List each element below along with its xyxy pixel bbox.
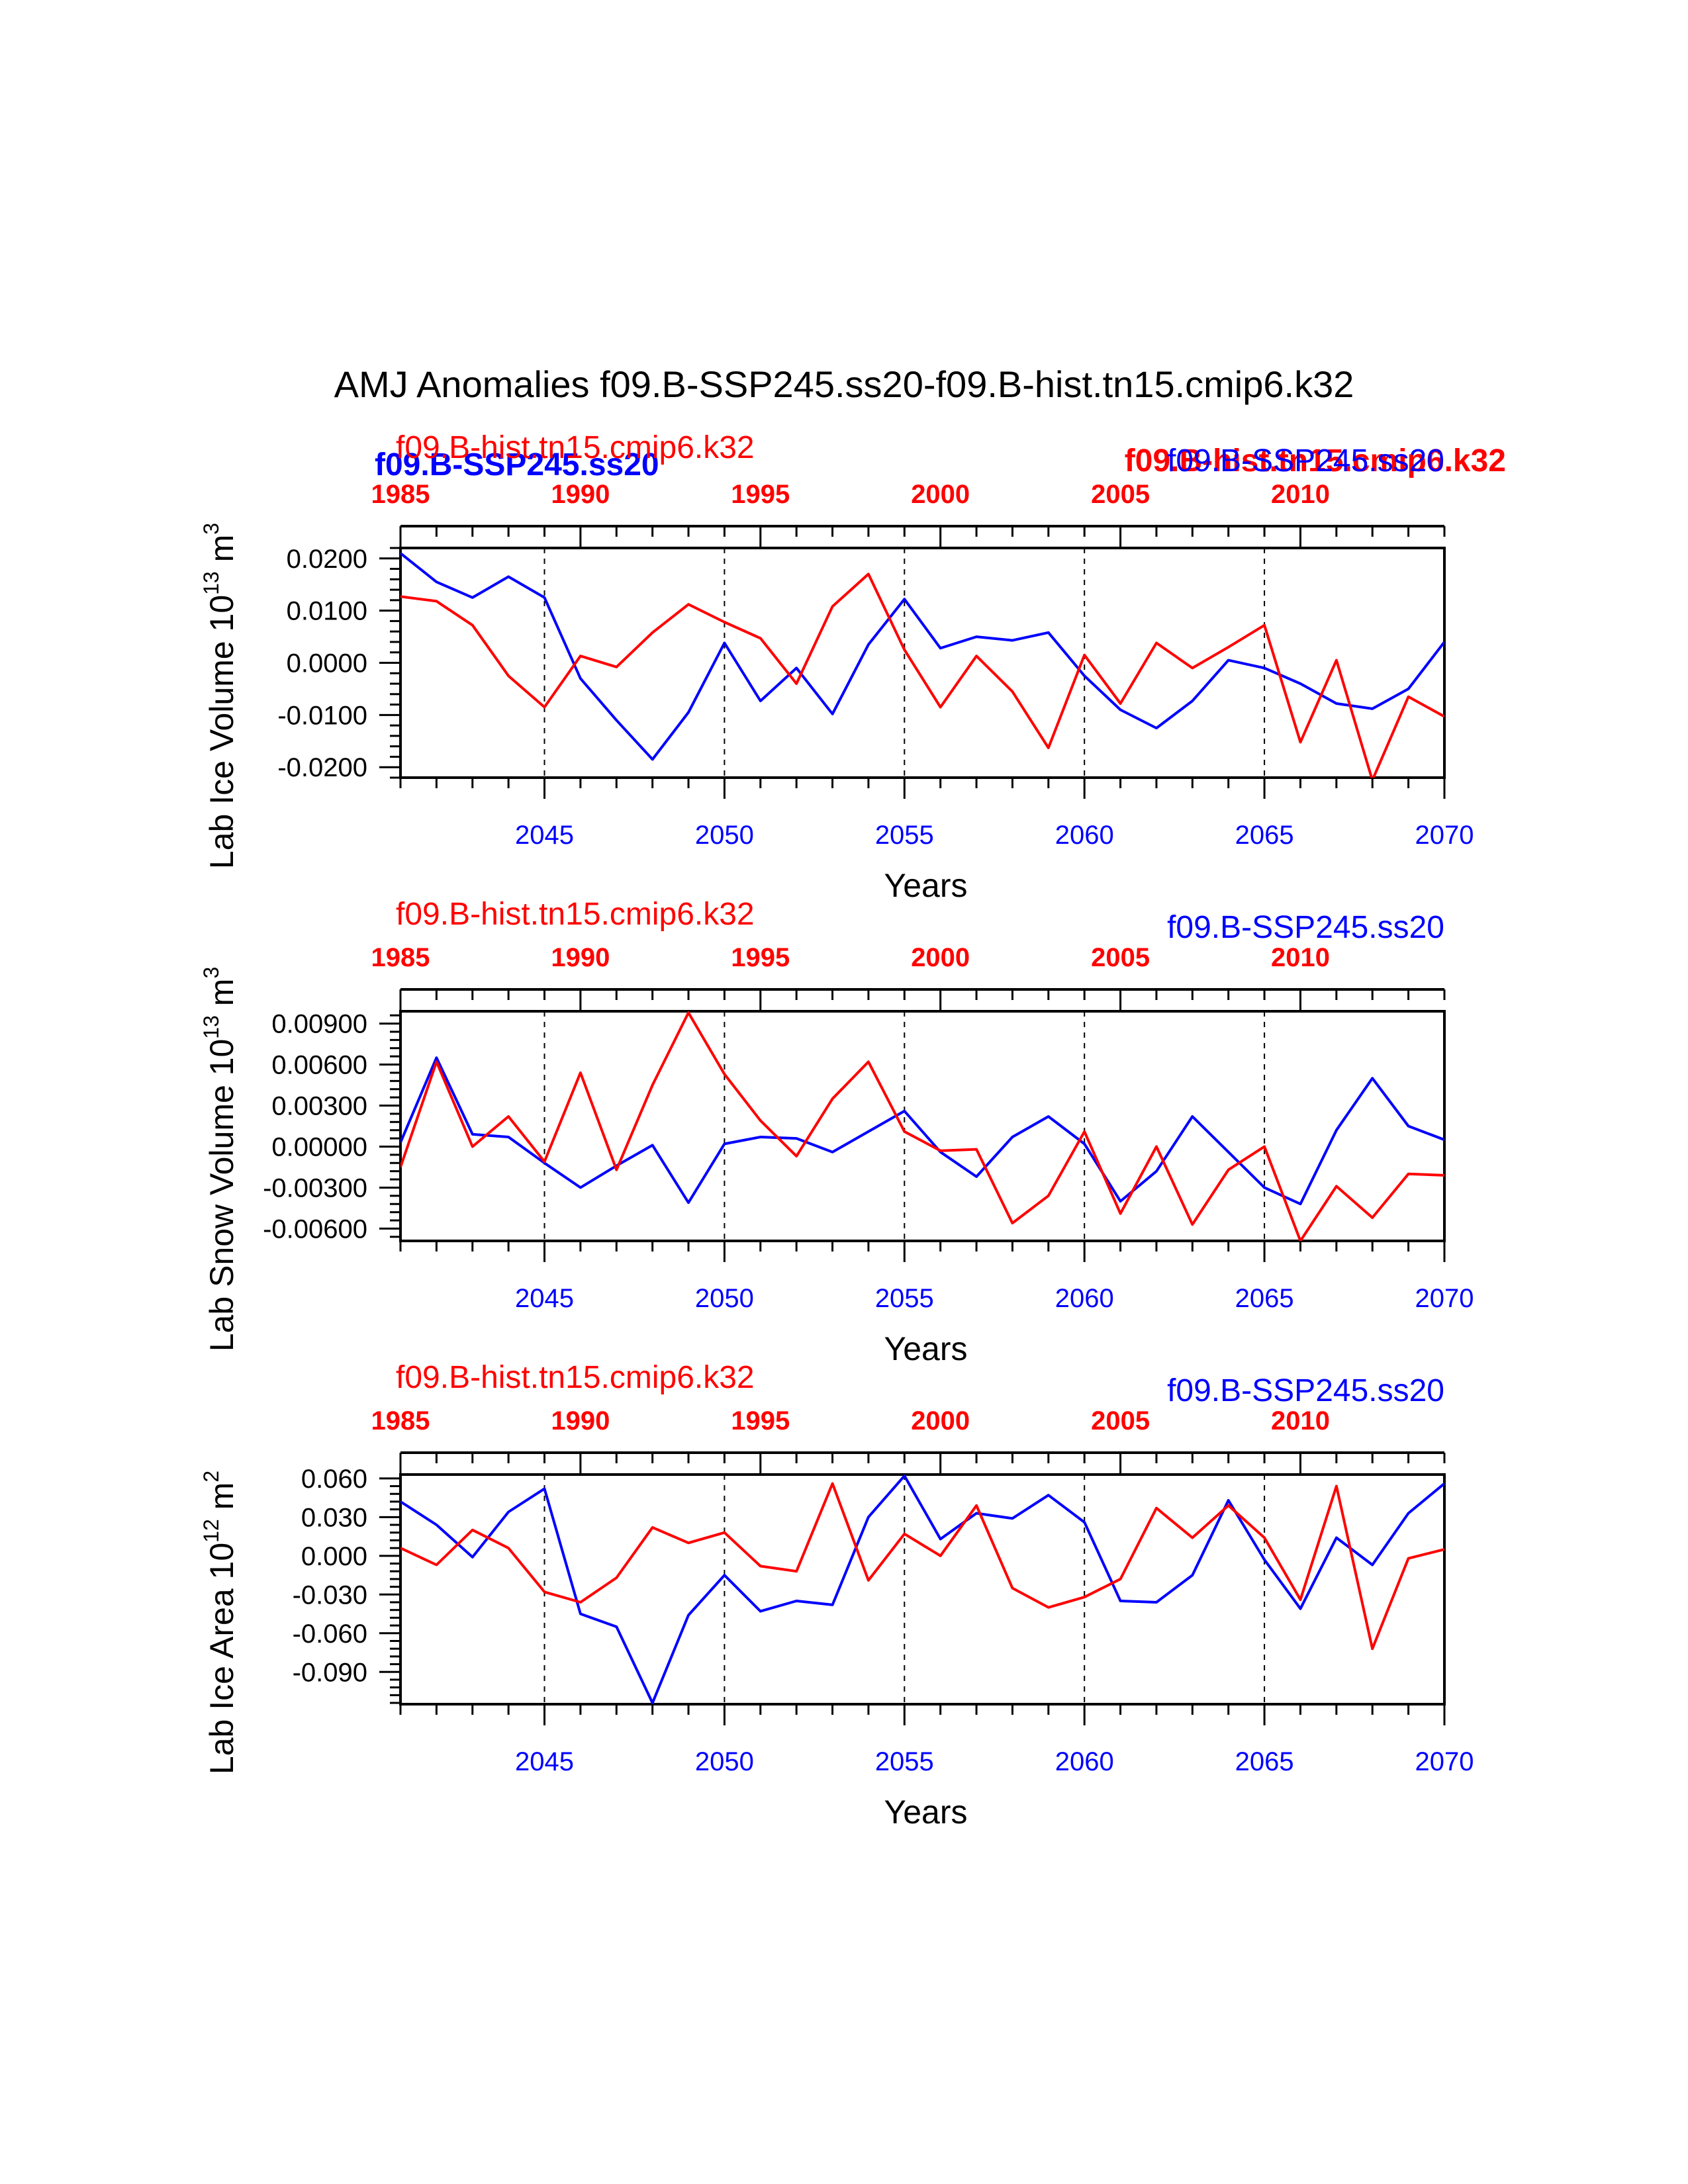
bottom-tick-label: 2055 xyxy=(875,821,934,850)
y-tick-label: -0.090 xyxy=(293,1658,367,1687)
legend-hist-label: f09.B-hist.tn15.cmip6.k32 xyxy=(396,897,755,932)
bottom-tick-label: 2045 xyxy=(515,1747,574,1776)
bottom-tick-label: 2050 xyxy=(695,821,754,850)
top-tick-label: 1990 xyxy=(551,943,610,972)
y-axis-title-unit: m xyxy=(203,979,240,1016)
y-axis-title-unit-exponent: 3 xyxy=(199,523,223,535)
bottom-tick-label: 2065 xyxy=(1235,821,1294,850)
y-tick-label: 0.060 xyxy=(301,1465,367,1494)
y-tick-label: -0.00600 xyxy=(263,1214,367,1244)
top-tick-label: 2005 xyxy=(1091,480,1150,509)
overlay-label-ssp: f09.B-SSP245.ss20 xyxy=(375,447,659,482)
y-axis-title: Lab Ice Volume 1013 m3 xyxy=(199,523,240,869)
top-tick-label: 2000 xyxy=(911,480,970,509)
bottom-tick-label: 2060 xyxy=(1055,1747,1114,1776)
y-tick-label: 0.030 xyxy=(301,1503,367,1532)
series-line-ssp xyxy=(400,1056,1444,1206)
y-tick-label: -0.060 xyxy=(293,1619,367,1649)
top-tick-label: 1985 xyxy=(371,480,430,509)
top-tick-label: 2010 xyxy=(1271,1406,1330,1435)
legend-ssp-label: f09.B-SSP245.ss20 xyxy=(1167,443,1444,478)
bottom-tick-label: 2070 xyxy=(1415,1747,1474,1776)
chart-panel-1: 1985 1990 1995 2000 2005 2010 2045 2050 2055 2060… xyxy=(199,430,1474,904)
bottom-tick-label: 2055 xyxy=(875,1747,934,1776)
y-axis-title-text: Lab Ice Area 10 xyxy=(203,1543,240,1774)
bottom-tick-label: 2065 xyxy=(1235,1747,1294,1776)
series-line-ssp xyxy=(400,552,1444,761)
x-axis-title: Years xyxy=(884,1794,967,1831)
y-tick-label: 0.000 xyxy=(301,1542,367,1571)
y-tick-label: 0.00900 xyxy=(271,1010,367,1039)
legend-ssp-label: f09.B-SSP245.ss20 xyxy=(1167,910,1444,945)
bottom-tick-label: 2050 xyxy=(695,1284,754,1313)
y-tick-label: 0.0100 xyxy=(287,597,367,626)
plot-frame xyxy=(399,547,1446,779)
bottom-tick-label: 2060 xyxy=(1055,1284,1114,1313)
series-line-hist xyxy=(400,1482,1444,1651)
series-line-hist xyxy=(400,572,1444,778)
y-axis-title-unit-exponent: 2 xyxy=(199,1471,223,1482)
y-axis-title: Lab Snow Volume 1013 m3 xyxy=(199,967,240,1352)
y-tick-label: 0.00000 xyxy=(271,1132,367,1161)
bottom-tick-label: 2045 xyxy=(515,1284,574,1313)
top-tick-label: 2005 xyxy=(1091,943,1150,972)
chart-panels: 1985 1990 1995 2000 2005 2010 2045 2050 2055 2060… xyxy=(199,430,1474,1831)
y-axis-title-exponent: 13 xyxy=(199,1015,223,1039)
y-axis-title: Lab Ice Area 1012 m2 xyxy=(199,1471,240,1774)
overlay-label-hist: f09.B-hist.tn15.cmip6.k32 xyxy=(1125,443,1506,478)
bottom-tick-label: 2060 xyxy=(1055,821,1114,850)
legend-hist-label: f09.B-hist.tn15.cmip6.k32 xyxy=(396,1360,755,1395)
top-tick-label: 1990 xyxy=(551,1406,610,1435)
plot-frame xyxy=(399,1473,1446,1706)
chart-panel-3: 1985 1990 1995 2000 2005 2010 2045 2050 2055 2060… xyxy=(199,1360,1474,1831)
y-axis-title-unit-exponent: 3 xyxy=(199,967,223,979)
top-tick-label: 2000 xyxy=(911,943,970,972)
y-tick-label: -0.030 xyxy=(293,1580,367,1610)
y-tick-label: -0.0200 xyxy=(277,753,367,782)
bottom-tick-label: 2065 xyxy=(1235,1284,1294,1313)
top-tick-label: 2010 xyxy=(1271,943,1330,972)
series-line-hist xyxy=(400,1011,1444,1241)
bottom-tick-label: 2050 xyxy=(695,1747,754,1776)
x-axis-title: Years xyxy=(884,867,967,904)
x-axis-title: Years xyxy=(884,1330,967,1367)
y-tick-label: -0.0100 xyxy=(277,701,367,730)
figure-title: AMJ Anomalies f09.B-SSP245.ss20-f09.B-hi… xyxy=(334,363,1354,405)
plot-frame xyxy=(399,1010,1446,1242)
legend-hist-label: f09.B-hist.tn15.cmip6.k32 xyxy=(396,430,755,465)
top-tick-label: 1990 xyxy=(551,480,610,509)
series-line-ssp xyxy=(400,1475,1444,1704)
top-tick-label: 1985 xyxy=(371,943,430,972)
top-tick-label: 1985 xyxy=(371,1406,430,1435)
y-tick-label: 0.0000 xyxy=(287,649,367,678)
y-axis-title-exponent: 12 xyxy=(199,1519,223,1543)
legend-ssp-label: f09.B-SSP245.ss20 xyxy=(1167,1373,1444,1408)
chart-panel-2: 1985 1990 1995 2000 2005 2010 2045 2050 2055 2060… xyxy=(199,897,1474,1367)
top-tick-label: 1995 xyxy=(731,480,790,509)
bottom-tick-label: 2055 xyxy=(875,1284,934,1313)
y-axis-title-exponent: 13 xyxy=(199,571,223,595)
y-axis-title-text: Lab Snow Volume 10 xyxy=(203,1039,240,1352)
top-tick-label: 2005 xyxy=(1091,1406,1150,1435)
y-tick-label: -0.00300 xyxy=(263,1173,367,1203)
y-tick-label: 0.0200 xyxy=(287,545,367,574)
bottom-tick-label: 2070 xyxy=(1415,821,1474,850)
y-tick-label: 0.00300 xyxy=(271,1092,367,1121)
top-tick-label: 2010 xyxy=(1271,480,1330,509)
y-axis-title-unit: m xyxy=(203,535,240,572)
y-axis-title-text: Lab Ice Volume 10 xyxy=(203,595,240,869)
y-tick-label: 0.00600 xyxy=(271,1051,367,1080)
y-axis-title-unit: m xyxy=(203,1482,240,1520)
top-tick-label: 1995 xyxy=(731,943,790,972)
top-tick-label: 2000 xyxy=(911,1406,970,1435)
bottom-tick-label: 2070 xyxy=(1415,1284,1474,1313)
bottom-tick-label: 2045 xyxy=(515,821,574,850)
top-tick-label: 1995 xyxy=(731,1406,790,1435)
